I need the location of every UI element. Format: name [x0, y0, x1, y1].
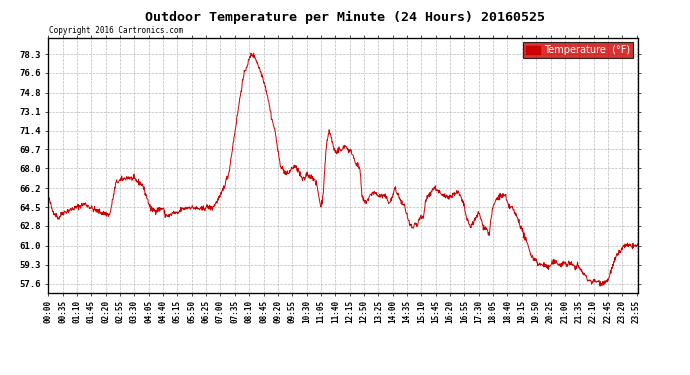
Temperature  (°F): [564, 259, 573, 264]
Temperature  (°F): [175, 209, 184, 214]
Temperature  (°F): [596, 284, 604, 288]
Legend: Temperature  (°F): Temperature (°F): [523, 42, 633, 58]
Temperature  (°F): [161, 215, 169, 220]
Temperature  (°F): [513, 214, 521, 219]
Line: Temperature  (°F): Temperature (°F): [48, 53, 638, 286]
Temperature  (°F): [435, 190, 444, 195]
Temperature  (°F): [634, 243, 642, 247]
Temperature  (°F): [241, 69, 250, 73]
Temperature  (°F): [250, 51, 258, 56]
Text: Outdoor Temperature per Minute (24 Hours) 20160525: Outdoor Temperature per Minute (24 Hours…: [145, 11, 545, 24]
Text: Copyright 2016 Cartronics.com: Copyright 2016 Cartronics.com: [50, 26, 184, 35]
Temperature  (°F): [44, 193, 52, 198]
